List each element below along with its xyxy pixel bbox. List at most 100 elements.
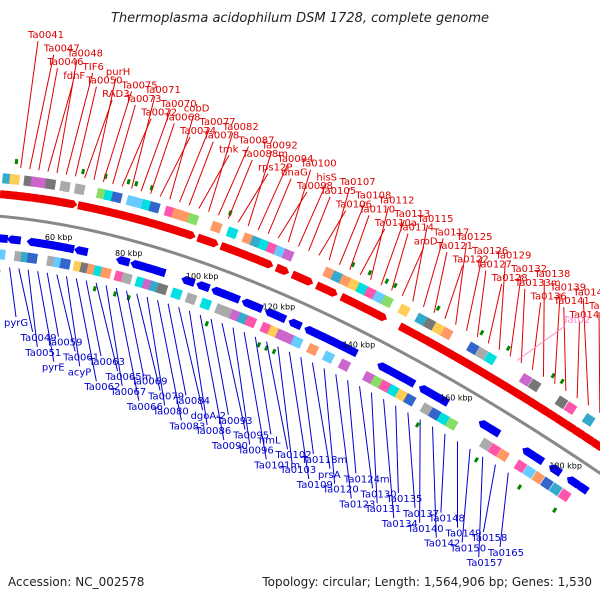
forward-feature-box — [186, 212, 200, 226]
reverse-feature-box — [155, 282, 169, 296]
forward-feature-box — [73, 183, 86, 196]
map-title: Thermoplasma acidophilum DSM 1728, compl… — [111, 11, 489, 26]
marker-tick — [81, 168, 86, 175]
marker-tick — [134, 180, 139, 187]
marker-tick — [367, 269, 373, 276]
forward-label-leader — [140, 109, 172, 192]
forward-feature-box — [483, 351, 498, 366]
reverse-gene-arrow — [272, 311, 288, 324]
reverse-label-leader — [311, 362, 331, 469]
forward-label-leader — [444, 265, 464, 319]
forward-label-leader — [422, 238, 444, 308]
reverse-label-leader — [232, 327, 251, 445]
marker-tick — [256, 341, 262, 348]
forward-label-leader — [150, 123, 175, 194]
reverse-gene-label: Ta0101m — [253, 460, 300, 471]
forward-gene-label: Ta0075 — [121, 80, 158, 91]
reverse-gene-label: Ta0059 — [45, 338, 82, 349]
position-tick-label: 60 kbp — [45, 233, 73, 242]
forward-gene-arrow — [581, 432, 596, 445]
reverse-feature-box — [199, 297, 213, 311]
forward-gene-arrow — [204, 236, 219, 248]
reverse-feature-box — [522, 465, 537, 479]
reverse-label-leader — [9, 267, 17, 318]
forward-label-leader — [563, 307, 567, 391]
forward-label-leader — [56, 59, 78, 174]
marker-tick — [552, 507, 558, 514]
forward-label-leader — [131, 96, 156, 189]
forward-gene-label: Ta0098 — [296, 181, 333, 192]
reverse-label-leader — [66, 276, 81, 367]
forward-label-leader — [582, 298, 589, 406]
forward-gene-label: Ta0107 — [339, 177, 376, 188]
forward-gene-label: Ta0147 — [588, 301, 600, 312]
reverse-label-leader — [432, 426, 437, 538]
forward-gene-arrow — [536, 403, 551, 416]
reverse-label-leader — [125, 290, 144, 376]
forward-label-leader — [328, 187, 351, 261]
reverse-gene-arrow — [181, 276, 196, 287]
forward-gene-label: Ta0125 — [455, 232, 492, 243]
feature-layer — [0, 158, 600, 514]
forward-gene-label: Ta0072 — [140, 108, 177, 119]
reverse-label-leader — [136, 293, 161, 391]
reverse-label-leader — [419, 419, 421, 523]
forward-gene-arrow — [545, 409, 560, 422]
reverse-label-leader — [370, 392, 378, 504]
forward-gene-label: Ta0127 — [475, 259, 512, 270]
forward-feature-box — [440, 326, 454, 341]
reverse-label-leader — [95, 282, 119, 372]
position-tick-label: 160 kbp — [440, 394, 473, 403]
reverse-gene-label: Ta0095 — [232, 431, 269, 442]
forward-label-leader — [349, 215, 370, 270]
position-tick-label: 100 kbp — [186, 272, 219, 281]
reverse-feature-box — [244, 315, 258, 329]
reverse-feature-box — [337, 358, 352, 372]
forward-gene-label: RAD3 — [102, 89, 129, 100]
reverse-feature-box — [120, 272, 133, 285]
forward-label-leader — [542, 280, 545, 377]
reverse-gene-label: Ta0049 — [20, 333, 57, 344]
reverse-gene-arrow — [74, 246, 89, 257]
forward-feature-box — [9, 173, 21, 185]
reverse-gene-label: Ta0083 — [168, 421, 205, 432]
forward-gene-arrow — [62, 198, 78, 209]
forward-feature-box — [225, 226, 239, 240]
forward-gene-label: Ta0141 — [553, 296, 590, 307]
reverse-label-leader — [277, 346, 293, 465]
reverse-label-leader — [46, 272, 59, 337]
reverse-gene-label: Ta0118m — [300, 455, 347, 466]
reverse-label-leader — [383, 399, 395, 519]
forward-label-leader — [498, 261, 506, 350]
marker-tick — [414, 421, 421, 428]
reverse-label-leader — [178, 307, 204, 411]
reverse-label-leader — [347, 380, 357, 474]
forward-gene-label: Ta0087 — [237, 136, 274, 147]
marker-tick — [14, 158, 19, 165]
forward-gene-arrow — [372, 309, 387, 322]
marker-tick — [350, 261, 356, 268]
genome-backbone — [0, 214, 600, 476]
reverse-gene-label: Ta0157 — [466, 558, 503, 569]
forward-label-leader — [112, 104, 136, 185]
forward-gene-label: Ta0110 — [358, 204, 395, 215]
reverse-gene-label: Ta0067 — [109, 387, 146, 398]
forward-label-leader — [218, 146, 249, 216]
forward-feature-box — [518, 372, 533, 387]
reverse-label-leader — [37, 271, 55, 362]
forward-label-leader — [20, 40, 39, 169]
forward-gene-label: Ta0078 — [202, 131, 239, 142]
marker-tick — [271, 348, 277, 355]
reverse-gene-label: Ta0165 — [487, 548, 524, 559]
reverse-gene-label: Ta0142 — [423, 539, 460, 550]
position-tick-label: 120 kbp — [263, 303, 296, 312]
marker-tick — [473, 456, 479, 463]
reverse-feature-box — [531, 470, 546, 485]
forward-gene-arrow — [258, 257, 274, 269]
forward-gene-label: Ta0139 — [549, 283, 586, 294]
forward-gene-arrow — [501, 381, 516, 394]
forward-gene-arrow — [298, 274, 314, 286]
reverse-label-leader — [288, 351, 310, 480]
forward-label-leader — [247, 151, 273, 227]
reverse-gene-label: Ta0137 — [402, 509, 439, 520]
